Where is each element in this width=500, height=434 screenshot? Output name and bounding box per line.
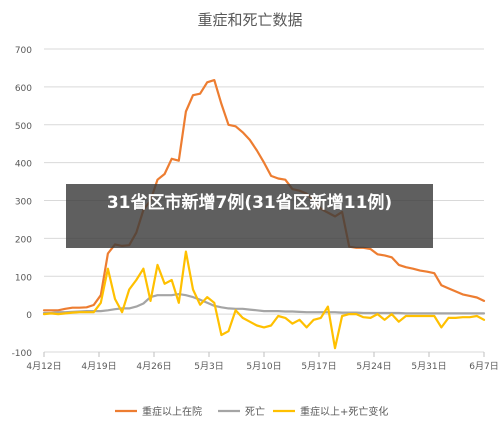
headline-overlay: 31省区市新增7例(31省区新增11例) — [66, 184, 433, 248]
legend: 重症以上在院 死亡 重症以上+死亡变化 — [115, 405, 388, 418]
x-tick-label: 5月3日 — [194, 361, 223, 372]
x-tick-label: 4月26日 — [136, 361, 171, 372]
x-axis: 4月12日 4月19日 4月26日 5月3日 5月10日 5月17日 5月24日 5月31日 6… — [26, 352, 499, 372]
x-tick-label: 4月19日 — [81, 361, 116, 372]
legend-label: 重症以上+死亡变化 — [300, 405, 388, 418]
x-tick-label: 5月24日 — [356, 361, 391, 372]
x-tick-label: 5月17日 — [301, 361, 336, 372]
x-tick-label: 5月10日 — [246, 361, 281, 372]
y-tick-label: 600 — [15, 84, 32, 94]
y-tick-label: 400 — [15, 160, 32, 170]
y-axis: -100 0 100 200 300 400 500 600 700 — [12, 46, 33, 359]
x-tick-label: 6月7日 — [469, 361, 498, 372]
y-tick-label: 700 — [15, 46, 32, 56]
y-tick-label: 300 — [15, 198, 32, 208]
y-tick-label: -100 — [12, 349, 33, 359]
chart-title: 重症和死亡数据 — [197, 11, 302, 29]
legend-label: 重症以上在院 — [142, 405, 202, 418]
y-tick-label: 0 — [26, 311, 32, 321]
legend-label: 死亡 — [245, 405, 265, 418]
y-tick-label: 100 — [15, 273, 32, 283]
series-line-3 — [42, 250, 486, 350]
x-tick-label: 5月31日 — [411, 361, 446, 372]
x-tick-label: 4月12日 — [26, 361, 61, 372]
y-tick-label: 200 — [15, 235, 32, 245]
series-line-2 — [42, 293, 486, 315]
y-tick-label: 500 — [15, 122, 32, 132]
